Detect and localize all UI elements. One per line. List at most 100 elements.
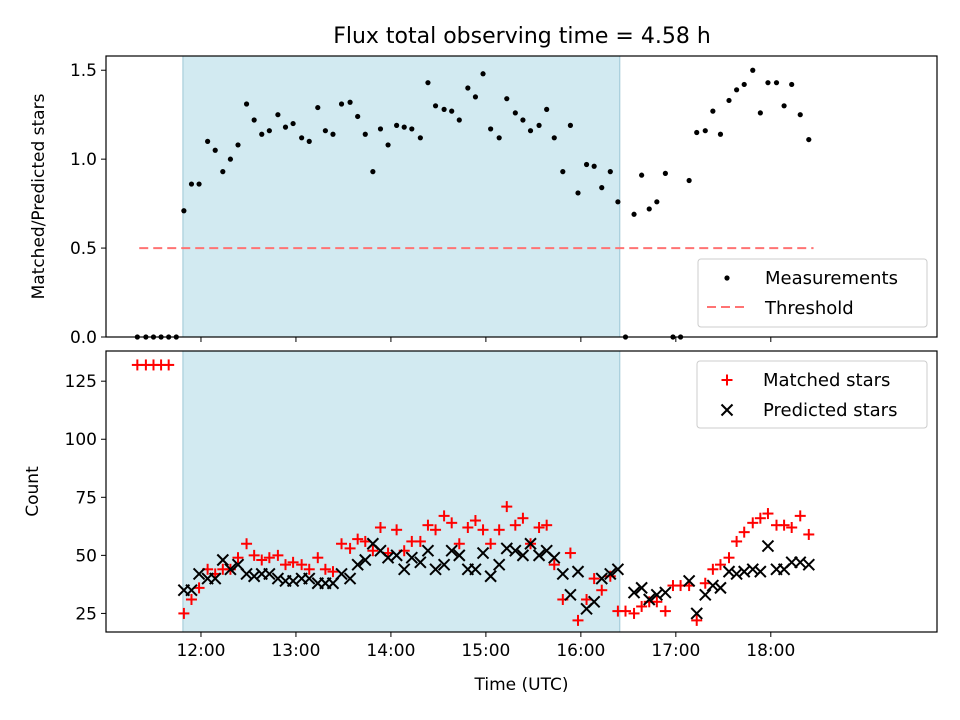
- measurements-point: [282, 124, 289, 130]
- measurements-point: [567, 122, 574, 128]
- y-tick-label: 0.5: [70, 239, 97, 259]
- measurements-point: [694, 129, 700, 136]
- predicted-stars-point-stroke: [437, 558, 451, 571]
- legend-threshold-label: Threshold: [764, 298, 854, 319]
- predicted-stars-point-stroke: [722, 565, 736, 578]
- matched-stars-point: [477, 524, 489, 536]
- matched-stars-point: [501, 501, 513, 513]
- predicted-x-icon: [720, 403, 734, 417]
- predicted-stars-point: [476, 546, 490, 560]
- x-axis-label: Time (UTC): [474, 675, 569, 695]
- ratio-panel: 0.0 0.5 1.0 1.5 Matched/Predicted stars Mea…: [29, 55, 938, 348]
- measurements-point: [717, 131, 724, 137]
- predicted-stars-point: [548, 551, 561, 564]
- measurements-point: [536, 122, 542, 128]
- measurements-point: [527, 128, 534, 134]
- predicted-stars-point-stroke: [714, 581, 727, 595]
- predicted-stars-point-stroke: [556, 567, 570, 581]
- matched-stars-point: [509, 519, 521, 531]
- measurements-point: [575, 190, 581, 196]
- predicted-stars-point-stroke: [390, 549, 403, 562]
- predicted-stars-point: [754, 565, 767, 578]
- matched-stars-point: [303, 563, 315, 575]
- matched-stars-point: [572, 614, 584, 626]
- predicted-stars-point-stroke: [231, 558, 245, 571]
- predicted-stars-point-stroke: [611, 563, 625, 576]
- predicted-stars-point-stroke: [445, 544, 458, 557]
- predicted-stars-point-stroke: [699, 588, 712, 602]
- predicted-stars-point: [492, 558, 506, 571]
- measurements-point: [377, 126, 384, 132]
- matched-stars-point: [272, 549, 284, 561]
- measurements-point: [385, 142, 391, 148]
- predicted-stars-point-stroke: [286, 574, 300, 588]
- predicted-stars-point: [224, 563, 237, 576]
- predicted-stars-point-stroke: [659, 586, 672, 599]
- x-tick-label: 15:00: [461, 641, 510, 661]
- predicted-stars-point-stroke: [635, 581, 648, 595]
- measurements-point: [560, 169, 566, 175]
- predicted-stars-point-stroke: [263, 567, 276, 581]
- legend-measurements-label: Measurements: [765, 268, 898, 289]
- predicted-stars-point: [532, 549, 546, 562]
- matched-stars-point: [778, 519, 790, 531]
- matched-stars-point: [248, 549, 260, 561]
- matched-stars-point: [699, 577, 711, 589]
- y-tick-label: 1.0: [70, 150, 97, 170]
- measurements-point: [741, 81, 747, 88]
- predicted-stars-point-stroke: [247, 570, 261, 583]
- predicted-stars-point: [556, 567, 570, 581]
- measurements-point: [781, 103, 787, 109]
- predicted-stars-point: [714, 581, 727, 595]
- measurements-point: [806, 136, 812, 143]
- matched-stars-point: [287, 556, 299, 568]
- measurements-point: [266, 128, 272, 134]
- predicted-stars-point-stroke: [216, 553, 230, 567]
- predicted-stars-point-stroke: [746, 563, 759, 576]
- matched-stars-point: [344, 542, 356, 554]
- measurements-point: [686, 177, 692, 184]
- predicted-stars-point: [690, 607, 703, 620]
- measurements-point: [599, 185, 605, 191]
- matched-stars-point: [754, 512, 766, 524]
- matched-stars-point: [803, 528, 815, 540]
- predicted-stars-point-stroke: [730, 567, 743, 581]
- measurements-point: [789, 81, 795, 88]
- predicted-stars-point-stroke: [343, 572, 357, 585]
- measurements-point: [432, 103, 439, 109]
- measurements-point: [196, 181, 202, 187]
- measurements-point: [205, 138, 211, 144]
- measurements-point: [456, 117, 462, 123]
- predicted-stars-point-stroke: [516, 549, 530, 562]
- measurements-point: [710, 108, 716, 114]
- matched-stars-point: [241, 538, 253, 550]
- matched-stars-point: [438, 510, 450, 522]
- predicted-stars-point: [635, 581, 648, 595]
- measurements-point: [220, 169, 226, 175]
- x-tick-label: 12:00: [176, 641, 225, 661]
- predicted-stars-point-stroke: [492, 558, 506, 571]
- measurements-point: [401, 124, 407, 130]
- predicted-stars-point: [571, 565, 585, 578]
- predicted-stars-point-stroke: [690, 607, 703, 620]
- predicted-stars-point: [564, 588, 577, 602]
- predicted-stars-point-stroke: [366, 537, 380, 550]
- predicted-stars-point-stroke: [532, 549, 546, 562]
- matched-stars-point: [319, 563, 331, 575]
- predicted-stars-point: [263, 567, 276, 581]
- ratio-axes-frame: [105, 55, 938, 338]
- predicted-stars-point: [604, 567, 617, 581]
- measurements-point: [235, 142, 241, 148]
- predicted-stars-point: [627, 586, 641, 599]
- measurements-dot-icon: [724, 275, 730, 281]
- matched-stars-point: [446, 517, 458, 529]
- measurements-point: [322, 128, 328, 134]
- predicted-stars-point: [421, 544, 435, 557]
- predicted-stars-point-stroke: [524, 537, 537, 550]
- predicted-stars-point: [643, 593, 656, 606]
- predicted-stars-point: [484, 570, 497, 583]
- predicted-stars-point-stroke: [754, 565, 767, 578]
- count-legend: Matched stars Predicted stars: [696, 360, 928, 429]
- measurements-point: [757, 110, 763, 116]
